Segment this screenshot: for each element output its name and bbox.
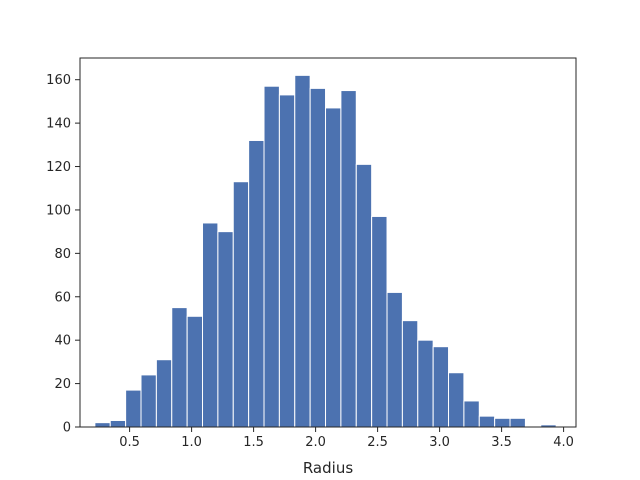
y-tick-label: 0 [63, 421, 71, 436]
histogram-bar [140, 374, 157, 428]
y-tick-label: 160 [46, 73, 71, 88]
histogram-bar [371, 215, 388, 428]
histogram-bar [109, 419, 127, 428]
histogram-bar [463, 400, 480, 428]
histogram-bar [386, 291, 403, 428]
histogram-bar [325, 107, 342, 428]
x-tick-label: 2.5 [367, 435, 388, 450]
histogram-bar [294, 74, 311, 428]
histogram-bar [309, 87, 327, 428]
y-axis-ticks: 0 20 40 60 80 100 120 140 160 [46, 73, 80, 436]
histogram-bar [340, 90, 357, 428]
histogram-bar [494, 417, 511, 428]
histogram-bar [509, 417, 526, 428]
histogram-bar [155, 359, 173, 428]
y-tick-label: 140 [46, 117, 71, 132]
y-tick-label: 20 [54, 377, 71, 392]
bars-group [94, 74, 557, 428]
histogram-bar [232, 181, 250, 428]
x-tick-label: 0.5 [119, 435, 140, 450]
x-tick-label: 3.5 [491, 435, 512, 450]
histogram-bar [171, 307, 188, 428]
histogram-bar [217, 231, 234, 428]
histogram-bar [448, 372, 465, 428]
x-tick-label: 4.0 [553, 435, 574, 450]
y-tick-label: 120 [46, 160, 71, 175]
x-tick-label: 3.0 [429, 435, 450, 450]
histogram-bar [278, 94, 296, 428]
histogram-bar [263, 85, 280, 428]
histogram-bar [125, 389, 142, 428]
histogram-bar [432, 346, 450, 428]
y-tick-label: 100 [46, 203, 71, 218]
x-tick-label: 2.0 [305, 435, 326, 450]
histogram-bar [417, 339, 434, 428]
y-tick-label: 80 [54, 247, 71, 262]
histogram-bar [202, 222, 219, 428]
histogram-bar [401, 320, 419, 428]
histogram-bar [186, 315, 204, 428]
x-tick-label: 1.5 [243, 435, 264, 450]
x-axis-ticks: 0.5 1.0 1.5 2.0 2.5 3.0 3.5 4.0 [119, 427, 574, 450]
x-axis-label: Radius [303, 459, 353, 477]
x-tick-label: 1.0 [181, 435, 202, 450]
histogram-bar [355, 163, 373, 428]
y-tick-label: 60 [54, 290, 71, 305]
histogram-bar [94, 422, 111, 428]
histogram-bar [478, 415, 496, 428]
histogram-bar [248, 139, 265, 428]
y-tick-label: 40 [54, 334, 71, 349]
plot-frame [79, 57, 577, 428]
